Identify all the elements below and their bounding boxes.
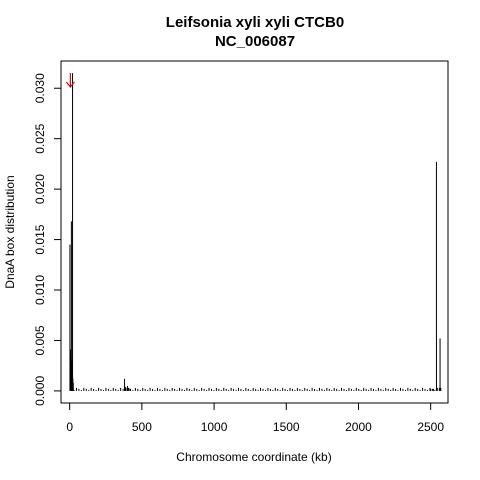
y-tick-label: 0.025 [33, 123, 47, 153]
y-axis: 0.000 0.005 0.010 0.015 0.020 0.025 0.030 [33, 73, 62, 406]
x-tick-label: 0 [66, 420, 73, 434]
y-tick-label: 0.005 [33, 325, 47, 355]
data-series [69, 73, 442, 391]
chart-title: Leifsonia xyli xyli CTCB0 [166, 14, 344, 31]
x-tick-label: 1500 [273, 420, 300, 434]
y-tick-label: 0.020 [33, 174, 47, 204]
x-tick-label: 1000 [201, 420, 228, 434]
x-axis-label: Chromosome coordinate (kb) [176, 450, 331, 464]
y-tick-label: 0.030 [33, 73, 47, 103]
origin-arrow-icon [65, 73, 75, 88]
x-tick-label: 2500 [417, 420, 444, 434]
y-axis-label: DnaA box distribution [3, 175, 17, 288]
chart-subtitle: NC_006087 [215, 33, 295, 50]
background-baseline-marks [73, 387, 438, 391]
y-tick-label: 0.010 [33, 275, 47, 305]
y-tick-label: 0.015 [33, 224, 47, 254]
x-tick-label: 2000 [345, 420, 372, 434]
y-tick-label: 0.000 [33, 376, 47, 406]
plot-frame [60, 60, 449, 404]
x-tick-label: 500 [132, 420, 152, 434]
x-axis: 0 500 1000 1500 2000 2500 [66, 402, 444, 434]
